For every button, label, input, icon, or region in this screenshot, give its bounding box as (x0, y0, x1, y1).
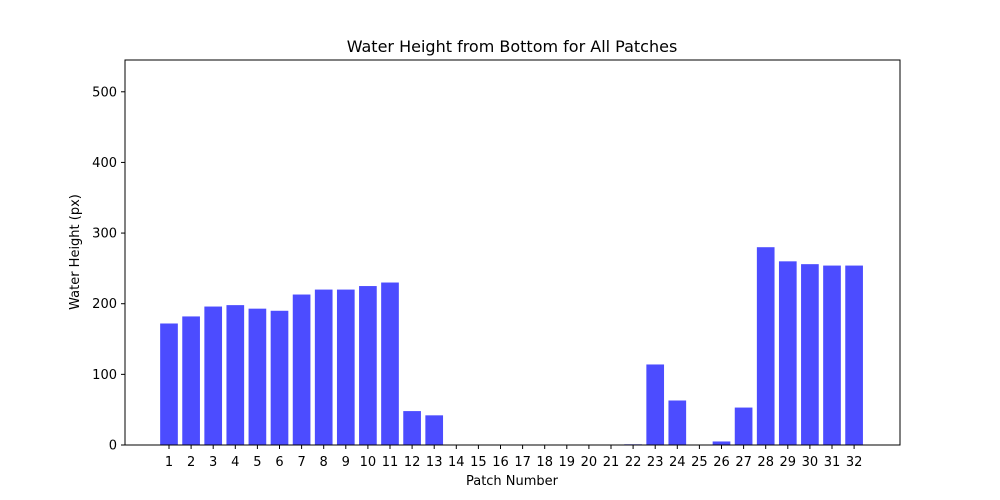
x-tick-label: 10 (360, 455, 377, 470)
bar-patch-5 (248, 308, 267, 445)
x-tick-label: 32 (846, 455, 863, 470)
x-tick-label: 6 (275, 455, 283, 470)
bar-patch-27 (734, 407, 753, 445)
x-tick-label: 12 (404, 455, 421, 470)
bar-patch-24 (668, 400, 687, 445)
y-tick-label: 400 (92, 156, 117, 171)
x-tick-label: 16 (492, 455, 509, 470)
bar-patch-7 (292, 294, 311, 445)
bar-patch-8 (314, 289, 333, 445)
x-tick-label: 31 (824, 455, 841, 470)
y-axis-label: Water Height (px) (68, 194, 83, 310)
plot-frame (124, 59, 901, 446)
x-tick-label: 15 (470, 455, 487, 470)
x-tick-label: 9 (342, 455, 350, 470)
x-tick-label: 20 (581, 455, 598, 470)
x-tick-label: 29 (780, 455, 797, 470)
y-tick-label: 300 (92, 227, 117, 242)
x-tick-label: 19 (559, 455, 576, 470)
x-tick-label: 4 (231, 455, 239, 470)
y-tick-label: 200 (92, 297, 117, 312)
y-tick-label: 0 (109, 439, 117, 454)
bar-patch-23 (646, 364, 665, 445)
bar-patch-6 (270, 310, 289, 445)
x-tick-label: 3 (209, 455, 217, 470)
bar-patch-11 (381, 282, 399, 445)
x-tick-label: 11 (382, 455, 399, 470)
x-tick-label: 2 (187, 455, 195, 470)
x-tick-label: 30 (802, 455, 819, 470)
bar-patch-4 (226, 305, 245, 445)
x-tick-label: 14 (448, 455, 465, 470)
bar-patch-1 (160, 323, 178, 445)
chart-title: Water Height from Bottom for All Patches (347, 37, 678, 56)
x-axis-label: Patch Number (466, 474, 559, 489)
x-axis: 1 2 3 4 5 6 7 8 9 10 11 12 13 14 15 16 17 18 19 20 21 22 23 24 2… (165, 445, 863, 470)
bar-patch-3 (204, 306, 223, 445)
y-axis: 0 100 200 300 400 500 (92, 85, 125, 454)
bar-patch-28 (756, 247, 775, 445)
x-tick-label: 8 (320, 455, 328, 470)
x-tick-label: 7 (297, 455, 305, 470)
bar-patch-32 (845, 265, 863, 445)
x-tick-label: 25 (691, 455, 708, 470)
x-tick-label: 22 (625, 455, 642, 470)
y-tick-label: 100 (92, 368, 117, 383)
bar-group (160, 247, 863, 445)
x-tick-label: 18 (536, 455, 553, 470)
bar-patch-10 (359, 286, 377, 445)
x-tick-label: 23 (647, 455, 664, 470)
bar-patch-30 (801, 264, 819, 445)
x-tick-label: 26 (713, 455, 730, 470)
x-tick-label: 24 (669, 455, 686, 470)
x-tick-label: 17 (514, 455, 531, 470)
x-tick-label: 21 (603, 455, 620, 470)
bar-patch-2 (182, 316, 200, 445)
x-tick-label: 28 (757, 455, 774, 470)
x-tick-label: 1 (165, 455, 173, 470)
x-tick-label: 13 (426, 455, 443, 470)
y-tick-label: 500 (92, 85, 117, 100)
x-tick-label: 5 (253, 455, 261, 470)
bar-patch-29 (778, 261, 797, 445)
bar-patch-26 (712, 441, 731, 445)
bar-patch-13 (425, 415, 444, 445)
bar-patch-31 (823, 265, 841, 445)
bar-patch-12 (403, 411, 421, 445)
x-tick-label: 27 (735, 455, 752, 470)
bar-patch-9 (336, 289, 355, 445)
